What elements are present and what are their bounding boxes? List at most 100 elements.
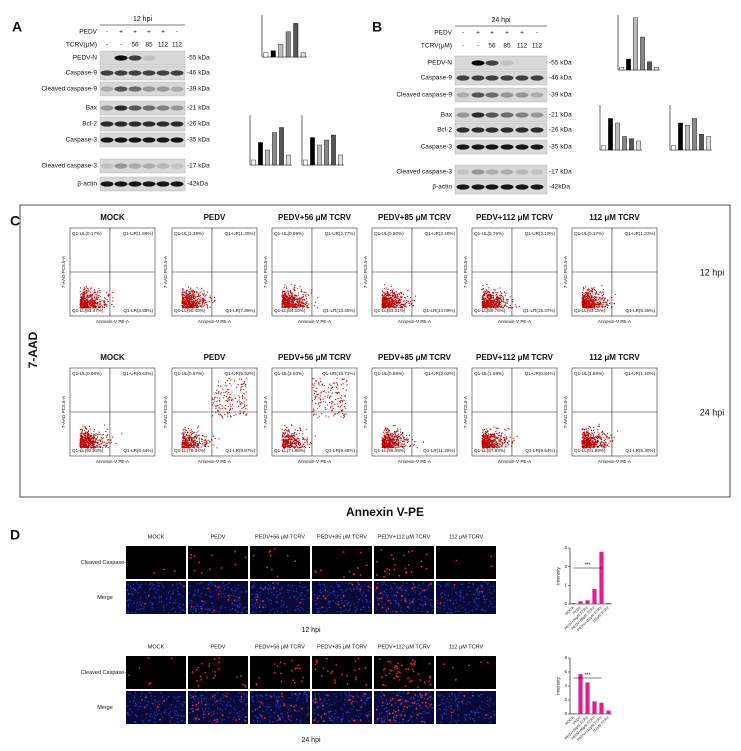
event-dot	[400, 439, 402, 441]
event-dot	[87, 301, 89, 303]
band	[156, 181, 170, 187]
event-dot	[219, 400, 221, 402]
event-dot	[485, 299, 487, 301]
event-dot	[103, 301, 105, 303]
event-dot	[181, 299, 184, 301]
event-dot	[388, 441, 390, 443]
event-dot	[93, 303, 95, 305]
event-dot	[209, 296, 211, 299]
event-dot	[402, 440, 404, 443]
event-dot	[215, 407, 217, 409]
event-dot	[483, 307, 485, 309]
event-dot	[283, 294, 285, 296]
event-dot	[239, 396, 241, 398]
event-dot	[107, 300, 109, 302]
event-dot	[589, 294, 591, 296]
event-dot	[281, 291, 283, 293]
event-dot	[594, 295, 596, 298]
event-dot	[605, 305, 607, 307]
event-dot	[291, 301, 293, 303]
sign: +	[505, 30, 509, 37]
event-dot	[196, 298, 198, 301]
plot-title: PEDV+56 μM TCRV	[278, 213, 352, 222]
event-dot	[183, 295, 186, 297]
event-dot	[222, 397, 224, 399]
event-dot	[310, 441, 312, 443]
band-label: PEDV-N	[428, 60, 453, 67]
event-dot	[191, 430, 193, 433]
quadrant-label: Q1-UR(15.71%)	[322, 371, 355, 376]
event-dot	[92, 295, 94, 297]
event-dot	[281, 300, 283, 303]
event-dot	[502, 296, 504, 298]
event-dot	[286, 306, 288, 308]
event-dot	[400, 299, 403, 301]
event-dot	[341, 395, 343, 397]
event-dot	[212, 301, 214, 304]
event-dot	[595, 296, 598, 298]
event-dot	[288, 294, 290, 297]
event-dot	[81, 301, 83, 304]
event-dot	[332, 408, 334, 410]
event-dot	[186, 303, 188, 305]
event-dot	[84, 305, 86, 308]
event-dot	[321, 391, 323, 393]
event-dot	[202, 301, 204, 304]
event-dot	[388, 431, 390, 433]
event-dot	[390, 303, 393, 305]
event-dot	[502, 306, 504, 309]
event-dot	[392, 302, 394, 304]
event-dot	[409, 305, 411, 307]
size-label: -39 kDa	[187, 86, 210, 93]
event-dot	[246, 413, 248, 415]
event-dot	[293, 440, 295, 442]
event-dot	[302, 304, 304, 306]
event-dot	[84, 302, 86, 304]
event-dot	[217, 385, 220, 387]
event-dot	[328, 416, 330, 418]
event-dot	[203, 290, 205, 292]
band	[485, 92, 499, 98]
event-dot	[89, 300, 91, 302]
event-dot	[198, 440, 200, 442]
event-dot	[505, 292, 507, 294]
axis-title: 7-AAD	[26, 331, 40, 368]
event-dot	[197, 445, 200, 447]
event-dot	[288, 435, 290, 438]
event-dot	[486, 303, 489, 305]
plot-axis: 7-AAD PC5.5-A	[263, 255, 268, 288]
event-dot	[92, 302, 94, 304]
size-label: -42kDa	[549, 184, 570, 191]
event-dot	[202, 293, 204, 295]
event-dot	[302, 437, 304, 439]
event-dot	[385, 306, 387, 308]
event-dot	[84, 426, 86, 429]
event-dot	[199, 298, 201, 300]
event-dot	[230, 385, 232, 387]
event-dot	[82, 303, 85, 305]
event-dot	[492, 303, 494, 305]
event-dot	[314, 390, 316, 393]
event-dot	[381, 290, 384, 292]
event-dot	[90, 432, 92, 434]
event-dot	[197, 301, 199, 303]
event-dot	[588, 293, 590, 295]
event-dot	[342, 412, 344, 415]
event-dot	[304, 304, 306, 306]
event-dot	[215, 392, 217, 394]
event-dot	[394, 433, 397, 435]
event-dot	[298, 304, 301, 307]
event-dot	[304, 299, 306, 301]
event-dot	[593, 288, 595, 291]
event-dot	[182, 445, 184, 447]
quadrant-label: Q1-UR(1.22%)	[625, 231, 656, 236]
quadrant-label: Q1-UL(0.76%)	[474, 231, 504, 236]
event-dot	[231, 408, 234, 410]
event-dot	[104, 446, 107, 448]
event-dot	[598, 303, 601, 305]
event-dot	[486, 307, 488, 309]
quadrant-label: Q1-LL(71.88%)	[274, 448, 306, 453]
event-dot	[196, 292, 198, 294]
band	[100, 70, 114, 76]
event-dot	[185, 442, 188, 444]
